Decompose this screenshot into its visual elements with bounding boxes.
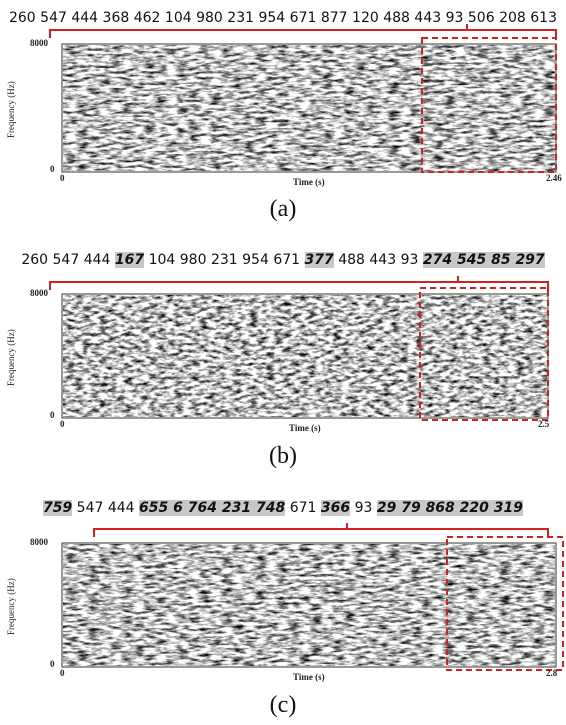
panel-a <box>49 24 557 173</box>
token: 671 <box>289 10 317 26</box>
highlighted-tokens: 759 <box>42 500 73 516</box>
token: 274 <box>422 252 453 268</box>
x-max-label: 2.8 <box>546 668 558 678</box>
y-axis-label: Frequency (Hz) <box>6 81 16 138</box>
token: 462 <box>133 10 161 26</box>
panel-c <box>61 523 564 671</box>
caption: (a) <box>269 196 297 222</box>
highlighted-tokens: 29 79 868 220 319 <box>376 500 524 516</box>
token: 93 <box>400 252 419 268</box>
token: 980 <box>196 10 223 26</box>
highlighted-tokens: 167 <box>114 252 145 268</box>
token: 655 <box>139 500 169 516</box>
token: 120 <box>352 10 379 26</box>
token: 488 <box>383 10 410 26</box>
token: 79 <box>401 500 421 516</box>
token: 444 <box>71 10 99 26</box>
token-sequence: 759 547 444 655 6 764 231 748 671 366 93… <box>0 500 566 516</box>
token: 671 <box>273 252 301 268</box>
spectrogram <box>63 544 555 666</box>
token: 759 <box>42 500 73 516</box>
token: 368 <box>102 10 130 26</box>
token: 377 <box>304 252 334 268</box>
y-max-label: 8000 <box>30 38 48 48</box>
token: 547 <box>76 500 104 516</box>
caption: (c) <box>269 692 297 718</box>
x-axis-label: Time (s) <box>293 177 325 187</box>
token: 220 <box>459 500 489 516</box>
token: 29 <box>376 500 397 516</box>
y-min-label: 0 <box>50 659 55 669</box>
token: 231 <box>227 10 255 26</box>
y-min-label: 0 <box>50 164 55 174</box>
brace <box>49 276 549 290</box>
token: 93 <box>354 500 373 516</box>
token: 260 <box>21 252 49 268</box>
brace <box>93 523 549 537</box>
token: 85 <box>491 252 511 268</box>
token: 366 <box>320 500 351 516</box>
token: 547 <box>52 252 80 268</box>
caption: (b) <box>269 443 297 469</box>
panel-b <box>49 276 549 421</box>
y-axis-label: Frequency (Hz) <box>6 578 16 635</box>
x-axis-label: Time (s) <box>289 423 321 433</box>
y-axis-label: Frequency (Hz) <box>6 329 16 386</box>
token: 671 <box>289 500 317 516</box>
token: 104 <box>164 10 192 26</box>
token: 93 <box>445 10 464 26</box>
token: 980 <box>179 252 207 268</box>
token: 297 <box>515 252 545 268</box>
token: 444 <box>107 500 135 516</box>
token: 443 <box>414 10 442 26</box>
highlighted-tokens: 377 <box>304 252 334 268</box>
highlight-box <box>446 536 564 671</box>
token-sequence: 260 547 444 368 462 104 980 231 954 671 … <box>0 10 566 26</box>
token: 260 <box>8 10 36 26</box>
x-max-label: 2.46 <box>546 173 562 183</box>
brace <box>49 24 557 38</box>
y-max-label: 8000 <box>30 288 48 298</box>
spectrogram <box>63 295 547 417</box>
highlight-box <box>419 287 549 421</box>
x-min-label: 0 <box>60 668 65 678</box>
token: 545 <box>456 252 487 268</box>
token: 954 <box>258 10 286 26</box>
token: 488 <box>338 252 365 268</box>
token: 748 <box>256 500 286 516</box>
y-max-label: 8000 <box>30 537 48 547</box>
token: 877 <box>320 10 348 26</box>
highlighted-tokens: 655 6 764 231 748 <box>139 500 286 516</box>
x-axis-label: Time (s) <box>293 672 325 682</box>
y-min-label: 0 <box>50 410 55 420</box>
token: 547 <box>40 10 67 26</box>
token: 231 <box>210 252 238 268</box>
token: 319 <box>493 500 524 516</box>
token: 208 <box>499 10 526 26</box>
token: 764 <box>187 500 218 516</box>
highlighted-tokens: 274 545 85 297 <box>422 252 545 268</box>
token-sequence: 260 547 444 167 104 980 231 954 671 377 … <box>0 252 566 268</box>
token: 868 <box>425 500 455 516</box>
spectrogram <box>63 45 555 171</box>
token: 104 <box>148 252 176 268</box>
token: 954 <box>242 252 269 268</box>
token: 231 <box>221 500 252 516</box>
x-min-label: 0 <box>60 419 65 429</box>
token: 443 <box>369 252 397 268</box>
highlighted-tokens: 366 <box>320 500 351 516</box>
token: 613 <box>530 10 557 26</box>
token: 506 <box>467 10 495 26</box>
highlight-box <box>421 37 557 173</box>
x-min-label: 0 <box>60 173 65 183</box>
token: 444 <box>83 252 111 268</box>
token: 167 <box>114 252 145 268</box>
x-max-label: 2.5 <box>538 419 550 429</box>
token: 6 <box>173 500 183 516</box>
